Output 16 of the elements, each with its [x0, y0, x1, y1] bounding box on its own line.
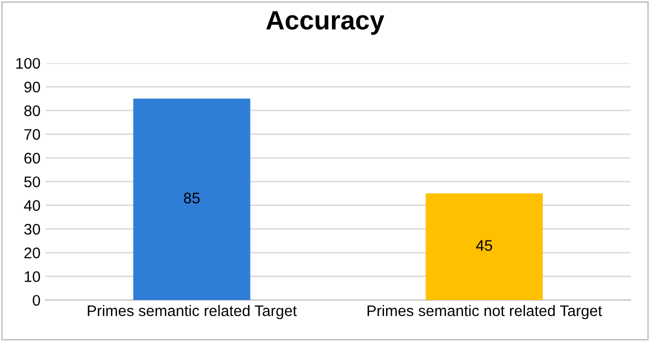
data-label: 45	[476, 240, 492, 251]
x-tick-label: Primes semantic related Target	[88, 304, 297, 320]
y-tick-label: 0	[32, 294, 40, 306]
y-tick-label: 40	[24, 200, 40, 211]
x-tick-label: Primes semantic not related Target	[368, 304, 602, 320]
y-tick-label: 10	[24, 271, 40, 282]
y-tick-label: 30	[24, 224, 40, 235]
y-tick-label: 100	[16, 58, 40, 69]
y-tick-label: 20	[24, 248, 40, 258]
y-tick-label: 80	[24, 105, 40, 116]
y-tick-label: 90	[24, 82, 40, 92]
y-tick-label: 60	[24, 152, 40, 164]
y-tick-label: 70	[24, 129, 40, 140]
data-label: 85	[184, 192, 200, 204]
chart-title: Accuracy	[266, 11, 384, 35]
y-tick-label: 50	[24, 176, 40, 188]
